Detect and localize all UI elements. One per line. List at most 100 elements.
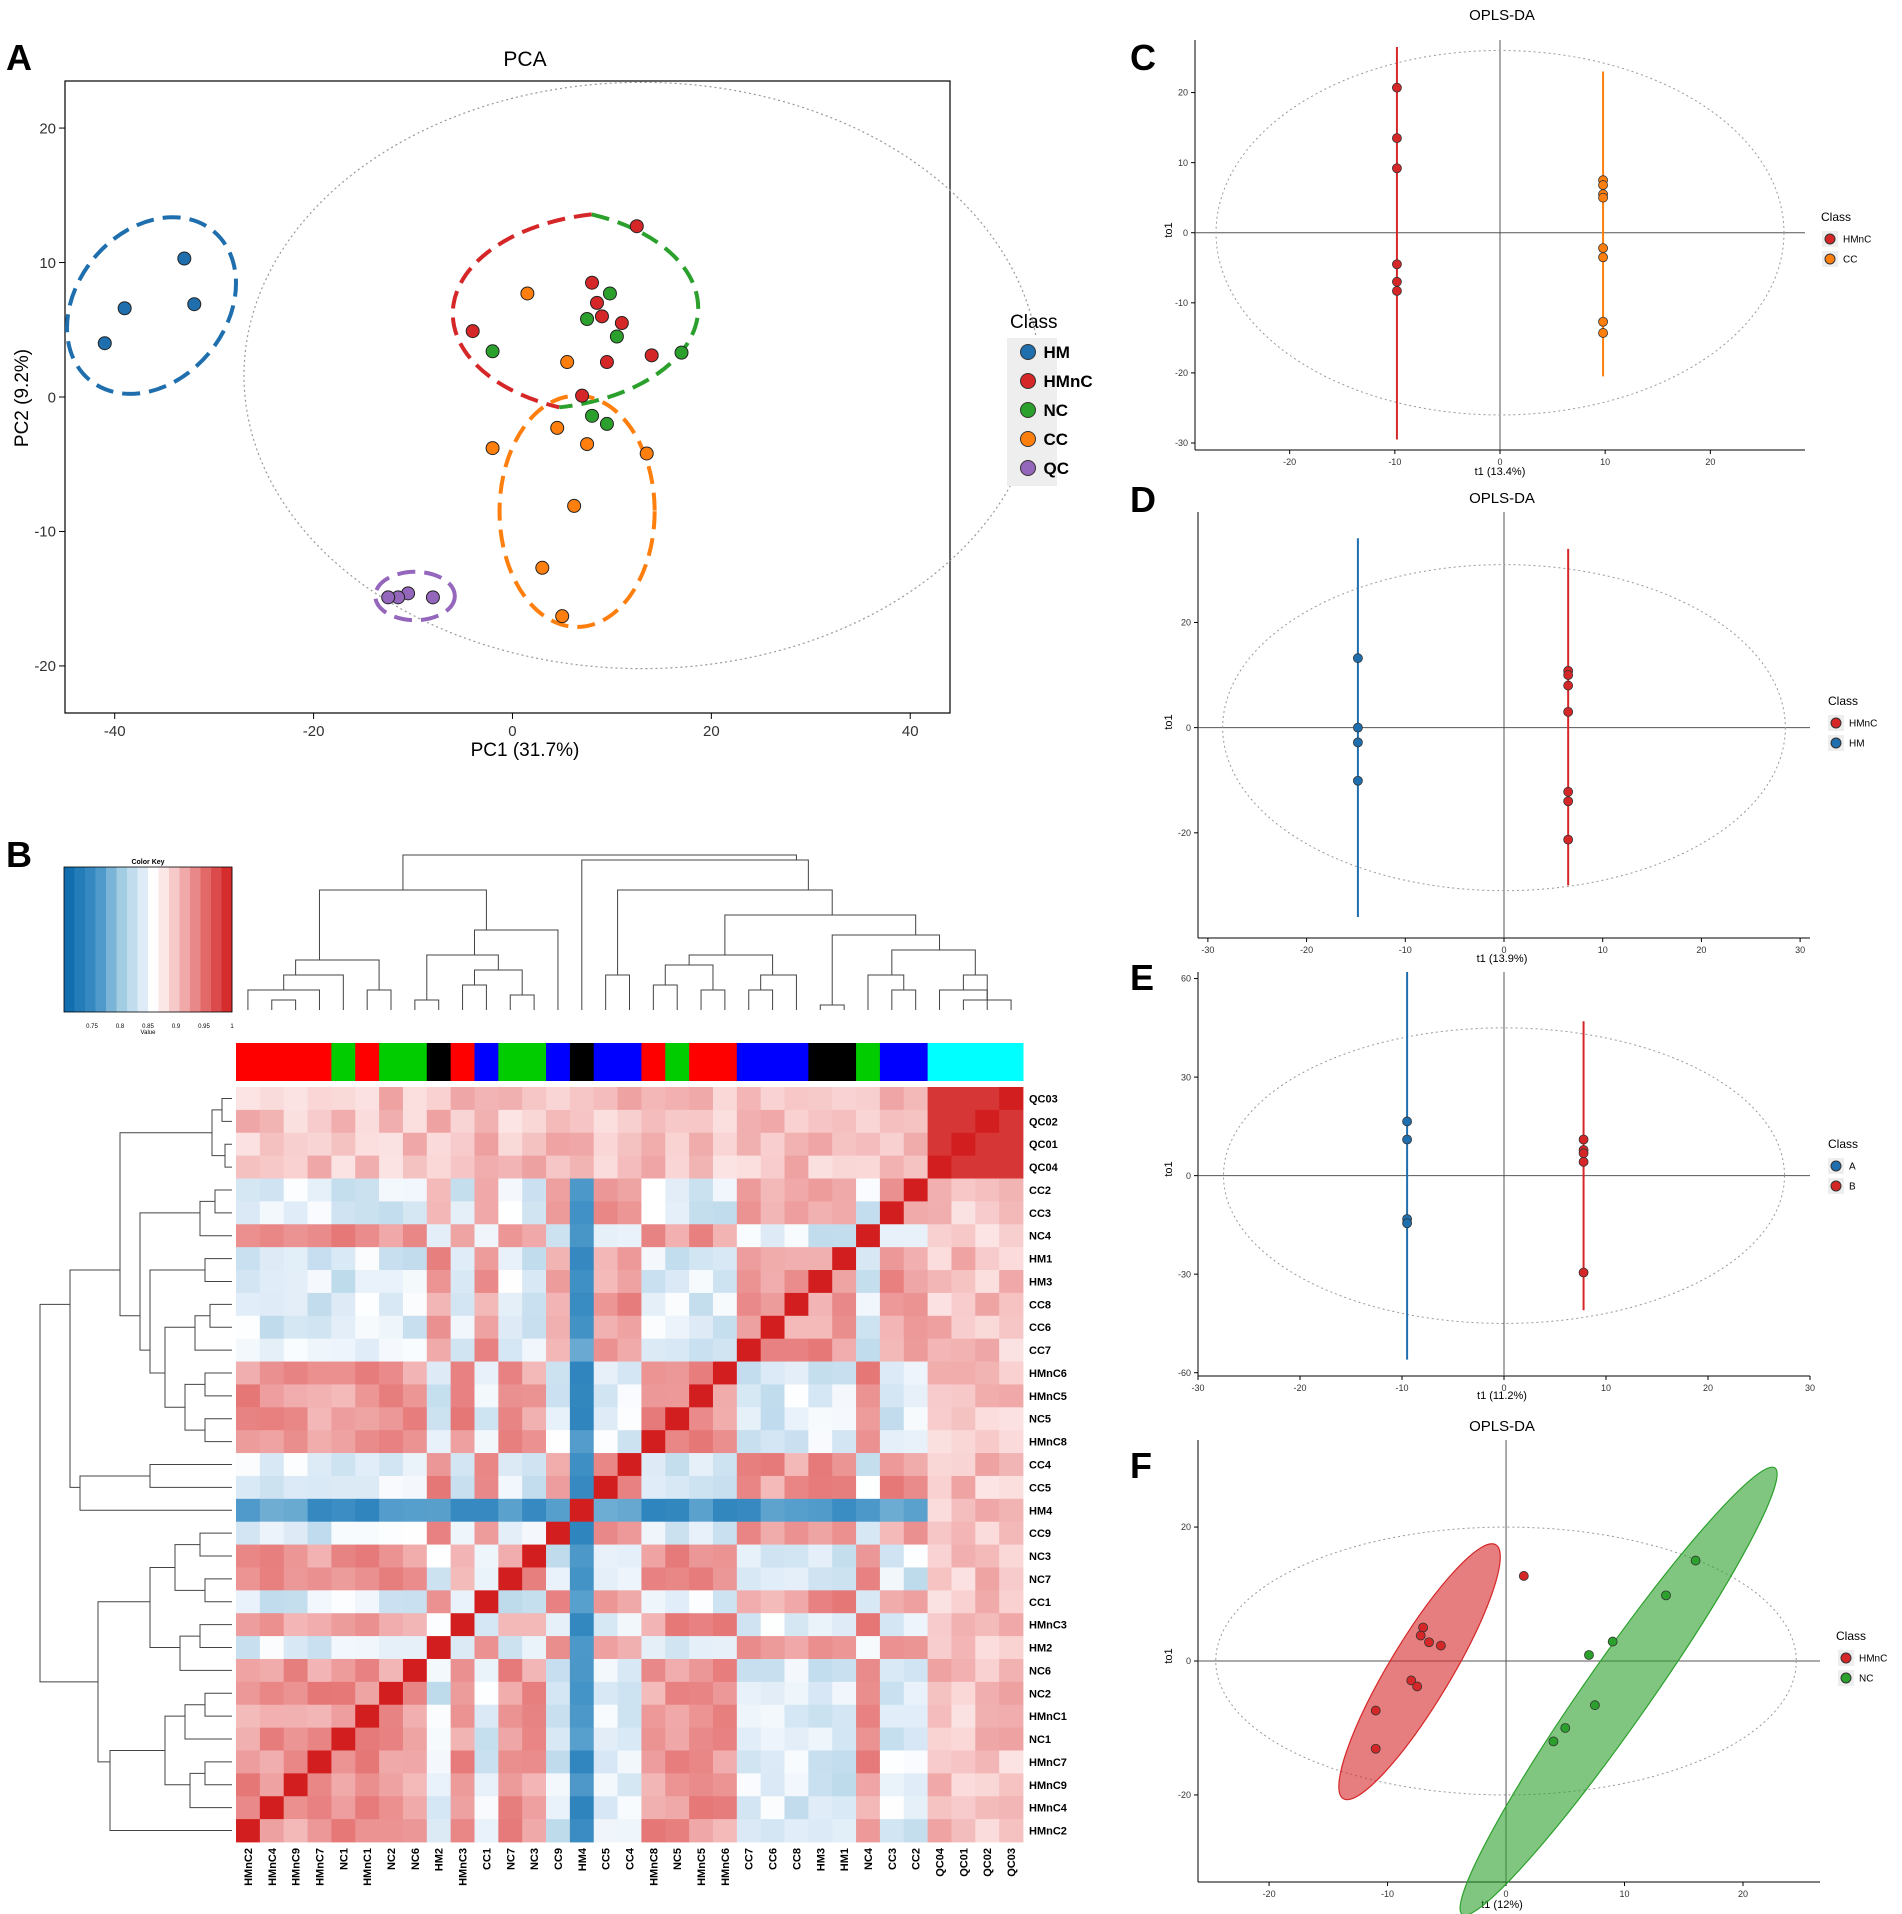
chart-b-col-label: NC1 [338,1848,350,1870]
chart-b-heatmap-cell [426,1453,452,1477]
chart-b-heatmap-cell [307,1475,332,1500]
chart-b-heatmap-cell [665,1796,690,1820]
chart-e-confidence-ellipse [1223,1027,1785,1324]
chart-b-heatmap-cell [760,1361,785,1385]
chart-b-heatmap-cell [617,1155,642,1179]
chart-f-point-hmnc [1518,1571,1529,1581]
chart-b-heatmap-cell [355,1155,380,1179]
chart-b-heatmap-cell [856,1178,881,1202]
chart-b-heatmap-cell [927,1796,952,1820]
chart-b-heatmap-cell [665,1590,690,1614]
chart-b-heatmap-cell [808,1613,833,1637]
chart-b-col-label: HMnC1 [362,1848,374,1886]
chart-b-heatmap-cell [617,1773,642,1797]
chart-b-heatmap-cell [808,1819,833,1843]
chart-b-group-bar-cell [498,1043,523,1081]
chart-b-heatmap-cell [712,1407,738,1431]
chart-b-group-bar-cell [617,1043,642,1081]
chart-b-heatmap-cell [856,1475,881,1500]
chart-b-heatmap-cell [522,1475,547,1500]
chart-b-heatmap-cell [951,1247,976,1271]
chart-b-heatmap-cell [975,1658,1000,1683]
chart-b-heatmap-cell [259,1796,285,1820]
chart-b-col-dendrogram-branch [271,999,297,1010]
chart-b-heatmap-cell [617,1498,642,1523]
chart-b-heatmap-cell [689,1658,714,1683]
chart-b-heatmap-cell [832,1727,857,1751]
chart-b-heatmap-cell [546,1567,571,1591]
chart-b-heatmap-cell [903,1178,929,1202]
chart-b-heatmap-cell [450,1475,475,1500]
chart-b-heatmap-cell [593,1590,618,1614]
chart-b-heatmap-cell [236,1178,261,1202]
chart-b-row-label: HM1 [1029,1254,1052,1266]
chart-b-col-dendrogram-branch [295,959,380,990]
chart-b-heatmap-cell [307,1361,332,1385]
chart-b-heatmap-cell [593,1201,618,1225]
chart-b-heatmap-cell [999,1750,1024,1774]
chart-b-heatmap-cell [927,1544,952,1568]
chart-b-heatmap-cell [236,1292,261,1317]
chart-b-heatmap-cell [426,1819,452,1843]
chart-b-heatmap-cell [283,1681,308,1706]
chart-e-ytick-label: -60 [1178,1368,1191,1378]
chart-b-heatmap-cell [665,1704,690,1729]
chart-b-heatmap-cell [689,1407,714,1431]
chart-b-col-label: NC2 [386,1848,398,1870]
chart-b-group-bar-cell [259,1043,285,1081]
chart-b-heatmap-cell [402,1361,428,1385]
chart-b-heatmap-cell [307,1201,332,1225]
chart-b-heatmap-cell [927,1636,952,1660]
chart-b-colorkey-cell [211,867,222,1012]
chart-b-heatmap-cell [689,1338,714,1362]
chart-b-heatmap-cell [712,1270,738,1294]
chart-b-heatmap-cell [498,1430,523,1454]
chart-b-heatmap-cell [641,1430,666,1454]
chart-b-group-bar-cell [879,1043,905,1081]
chart-b-heatmap-cell [641,1636,666,1660]
chart-b-heatmap-cell [712,1453,738,1477]
chart-b-heatmap-cell [283,1636,308,1660]
chart-b-heatmap-cell [784,1292,809,1317]
chart-b-heatmap-cell [736,1773,762,1797]
chart-b-heatmap-cell [450,1544,475,1568]
chart-b-col-label: CC7 [744,1848,756,1870]
chart-b-colorkey-cell [127,867,138,1012]
chart-b-heatmap-cell [379,1796,404,1820]
chart-b-heatmap-cell [879,1224,905,1248]
chart-b-heatmap-cell [760,1270,785,1294]
chart-f-point-hmnc [1406,1675,1417,1686]
chart-b-heatmap-cell [236,1544,261,1568]
chart-b-heatmap-cell [879,1658,905,1683]
chart-b-heatmap-cell [450,1819,475,1843]
chart-d-legend-marker [1830,737,1842,749]
chart-b-heatmap-cell [832,1155,857,1179]
chart-b-heatmap-cell [307,1681,332,1706]
chart-b-heatmap-cell [784,1224,809,1248]
chart-b-heatmap-cell [927,1658,952,1683]
chart-b-heatmap-cell [259,1658,285,1683]
chart-b-heatmap-cell [927,1727,952,1751]
chart-b-heatmap-cell [712,1613,738,1637]
chart-b-heatmap-cell [498,1544,523,1568]
chart-b-heatmap-cell [760,1292,785,1317]
chart-b-heatmap-cell [593,1613,618,1637]
chart-b-heatmap-cell [259,1109,285,1134]
chart-b-heatmap-cell [951,1590,976,1614]
chart-b-heatmap-cell [379,1270,404,1294]
chart-b-heatmap-cell [426,1178,452,1202]
chart-b-heatmap-cell [951,1704,976,1729]
chart-b-heatmap-cell [259,1636,285,1660]
chart-b-heatmap-cell [259,1178,285,1202]
chart-b-heatmap-cell [474,1727,499,1751]
chart-b-heatmap-cell [522,1315,547,1340]
chart-f-point-nc [1607,1636,1618,1647]
chart-b-heatmap-cell [903,1430,929,1454]
chart-b-heatmap-cell [259,1681,285,1706]
chart-a-legend-marker [1020,344,1036,360]
chart-b-heatmap-cell [712,1201,738,1225]
chart-b-heatmap-cell [498,1247,523,1271]
chart-e-ytick-label: 60 [1181,974,1191,984]
chart-b-heatmap-cell [951,1109,976,1134]
chart-b-heatmap-cell [784,1407,809,1431]
